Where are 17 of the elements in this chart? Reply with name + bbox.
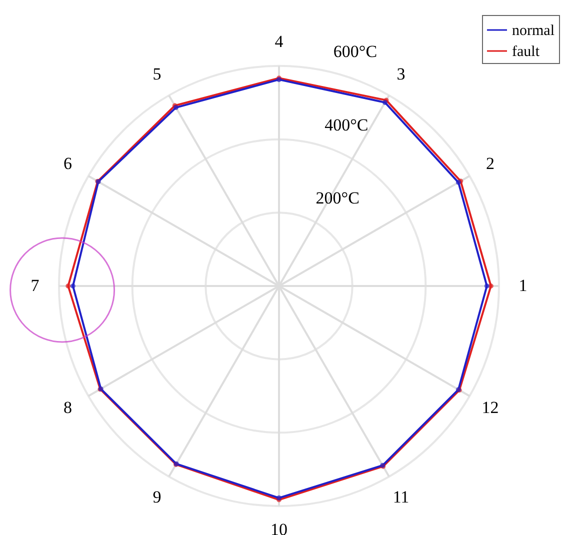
spoke-label: 6 <box>63 154 72 173</box>
y-tick-label: 400°C <box>324 115 368 134</box>
spoke-label: 9 <box>152 487 162 506</box>
y-tick-label: 600°C <box>333 42 378 61</box>
spoke-label: 1 <box>518 276 528 295</box>
spoke-label: 4 <box>274 32 284 51</box>
spoke-label: 8 <box>63 398 72 417</box>
spoke-label: 3 <box>396 64 406 84</box>
spoke-label: 2 <box>486 154 495 173</box>
spoke-label: 7 <box>30 276 40 295</box>
legend-label: fault <box>512 44 540 60</box>
y-tick-label: 200°C <box>316 188 360 208</box>
spoke-label: 12 <box>482 398 499 417</box>
spoke-label: 11 <box>392 487 410 506</box>
legend-label: normal <box>512 23 554 39</box>
spoke-label: 10 <box>270 520 288 535</box>
spoke-label: 5 <box>152 64 162 84</box>
